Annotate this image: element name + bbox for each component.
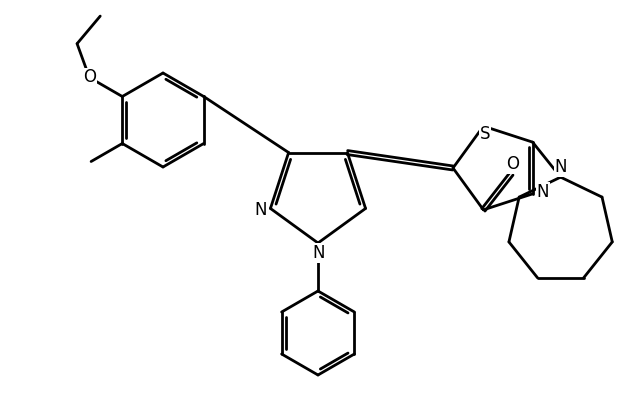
Text: N: N <box>313 244 325 262</box>
Text: S: S <box>480 125 491 143</box>
Text: N: N <box>536 183 549 201</box>
Text: O: O <box>506 155 519 173</box>
Text: O: O <box>83 69 96 87</box>
Text: N: N <box>254 201 267 220</box>
Text: N: N <box>554 158 567 176</box>
